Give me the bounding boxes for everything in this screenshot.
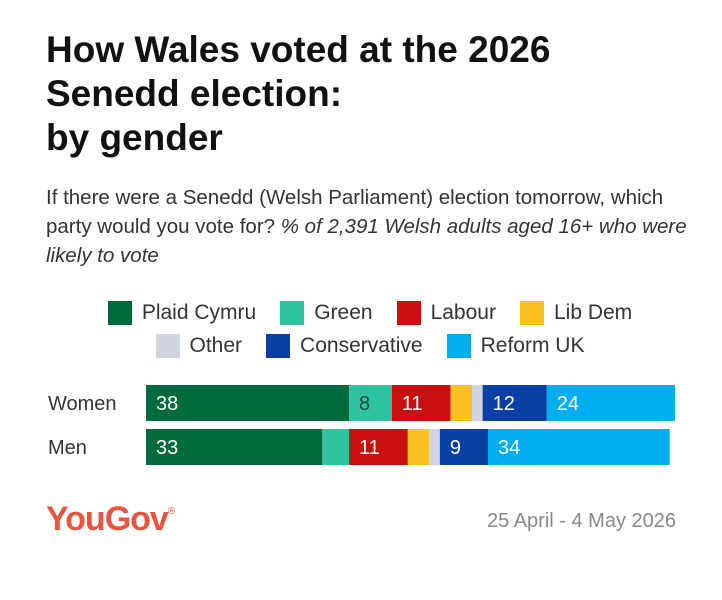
chart-subtitle: If there were a Senedd (Welsh Parliament…	[46, 183, 696, 270]
bar-women-labour	[391, 385, 451, 421]
legend-row-1: Plaid Cymru Green Labour Lib Dem	[60, 296, 680, 329]
legend-label-other: Other	[189, 333, 243, 357]
fieldwork-dates: 25 April - 4 May 2026	[487, 510, 676, 532]
legend-item-lib-dem: Lib Dem	[519, 300, 633, 325]
data-label-women-plaid-cymru: 38	[156, 393, 178, 415]
category-label-men: Men	[48, 437, 87, 459]
yougov-logo: YouGov®	[46, 500, 175, 539]
legend-item-other: Other	[155, 333, 243, 358]
logo-text: YouGov	[46, 500, 169, 538]
bar-men-plaid-cymru	[146, 429, 323, 465]
category-label-women: Women	[48, 393, 117, 415]
legend-item-green: Green	[280, 300, 373, 325]
data-label-men-conservative: 9	[450, 437, 461, 459]
legend-item-labour: Labour	[396, 300, 496, 325]
legend-item-plaid-cymru: Plaid Cymru	[107, 300, 257, 325]
legend-swatch-conservative	[266, 333, 291, 358]
bar-women-plaid-cymru	[146, 385, 350, 421]
bar-women-reform-uk	[546, 385, 675, 421]
subtitle-note: % of 2,391 Welsh adults aged 16+ who wer…	[46, 215, 687, 267]
bar-women-lib-dem	[450, 385, 472, 421]
data-label-men-plaid-cymru: 33	[156, 437, 178, 459]
data-label-men-reform-uk: 34	[498, 437, 520, 459]
logo-registered-mark: ®	[167, 506, 175, 517]
bar-men-green	[322, 429, 350, 465]
legend-label-green: Green	[314, 300, 373, 324]
legend-swatch-plaid-cymru	[107, 300, 132, 325]
bar-men-reform-uk	[487, 429, 670, 465]
title-line-2: Senedd election:	[46, 73, 343, 114]
legend-swatch-reform-uk	[446, 333, 471, 358]
legend-swatch-other	[155, 333, 180, 358]
bar-men-conservative	[439, 429, 488, 465]
legend-label-plaid-cymru: Plaid Cymru	[141, 300, 257, 324]
title-line-3: by gender	[46, 117, 223, 158]
bar-women-green	[349, 385, 392, 421]
bar-men-labour	[349, 429, 408, 465]
legend-row-2: Other Conservative Reform UK	[60, 329, 680, 362]
bar-women-other	[471, 385, 483, 421]
bar-men-other	[429, 429, 440, 465]
legend-item-conservative: Conservative	[266, 333, 423, 358]
legend-item-reform-uk: Reform UK	[446, 333, 585, 358]
legend-label-conservative: Conservative	[300, 333, 423, 357]
legend-swatch-labour	[396, 300, 421, 325]
legend: Plaid Cymru Green Labour Lib Dem Other C…	[60, 296, 680, 362]
title-line-1: How Wales voted at the 2026	[46, 29, 551, 70]
data-label-women-labour: 11	[402, 393, 423, 415]
legend-swatch-green	[280, 300, 305, 325]
legend-label-reform-uk: Reform UK	[480, 333, 585, 357]
bar-women-conservative	[482, 385, 547, 421]
data-label-women-reform-uk: 24	[557, 393, 579, 415]
subtitle-question: If there were a Senedd (Welsh Parliament…	[46, 186, 664, 238]
chart-title: How Wales voted at the 2026 Senedd elect…	[46, 28, 686, 160]
bar-men-lib-dem	[407, 429, 430, 465]
data-label-men-labour: 11	[359, 437, 380, 459]
data-label-women-conservative: 12	[493, 393, 515, 415]
legend-swatch-lib-dem	[519, 300, 544, 325]
legend-label-lib-dem: Lib Dem	[553, 300, 633, 324]
stacked-bar-chart: Women 38 8 11 12 24 Men 33 11 9 34	[48, 385, 675, 465]
data-label-women-green: 8	[359, 393, 370, 415]
legend-label-labour: Labour	[430, 300, 496, 324]
